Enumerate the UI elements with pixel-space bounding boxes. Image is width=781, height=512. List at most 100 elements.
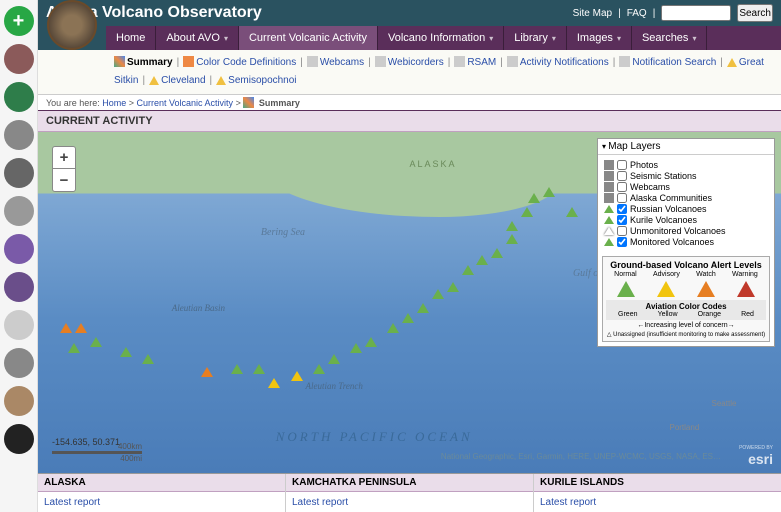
avo-logo[interactable] bbox=[47, 0, 97, 50]
alert-normal-icon bbox=[617, 281, 635, 297]
tab-avatar[interactable] bbox=[4, 120, 34, 150]
alert-advisory-icon bbox=[657, 281, 675, 297]
crumb-activity[interactable]: Current Volcanic Activity bbox=[137, 98, 234, 108]
layer-checkbox[interactable] bbox=[617, 171, 627, 181]
tab-avatar[interactable] bbox=[4, 44, 34, 74]
subnav-cleveland[interactable]: Cleveland bbox=[161, 75, 205, 86]
volcano-marker[interactable] bbox=[432, 289, 444, 299]
city-portland: Portland bbox=[669, 423, 699, 432]
volcano-marker[interactable] bbox=[68, 343, 80, 353]
volcano-marker[interactable] bbox=[350, 343, 362, 353]
crumb-home[interactable]: Home bbox=[102, 98, 126, 108]
faq-link[interactable]: FAQ bbox=[627, 8, 647, 19]
tab-avatar[interactable] bbox=[4, 348, 34, 378]
layer-checkbox[interactable] bbox=[617, 226, 627, 236]
nav-home[interactable]: Home bbox=[106, 26, 156, 50]
tab-avatar[interactable] bbox=[4, 310, 34, 340]
search-input[interactable] bbox=[661, 5, 731, 21]
header-utility: Site Map | FAQ | Search bbox=[573, 4, 773, 22]
crumb-current: Summary bbox=[259, 98, 300, 108]
tab-avatar[interactable] bbox=[4, 82, 34, 112]
volcano-marker[interactable] bbox=[90, 337, 102, 347]
volcano-marker[interactable] bbox=[120, 347, 132, 357]
volcano-marker[interactable] bbox=[253, 364, 265, 374]
volcano-marker[interactable] bbox=[521, 207, 533, 217]
subnav-icon bbox=[454, 56, 465, 67]
volcano-marker[interactable] bbox=[313, 364, 325, 374]
tab-avatar[interactable] bbox=[4, 272, 34, 302]
activity-map[interactable]: ALASKA Bering Sea Gulf of Alaska Aleutia… bbox=[38, 132, 781, 473]
search-button[interactable]: Search bbox=[737, 4, 773, 22]
layer-icon bbox=[604, 171, 614, 181]
latest-report-link[interactable]: Latest report bbox=[44, 497, 100, 508]
volcano-marker[interactable] bbox=[506, 221, 518, 231]
subnav-semisopochnoi[interactable]: Semisopochnoi bbox=[228, 75, 296, 86]
subnav-rsam[interactable]: RSAM bbox=[467, 57, 496, 68]
subnav-webicorders[interactable]: Webicorders bbox=[388, 57, 444, 68]
volcano-marker[interactable] bbox=[387, 323, 399, 333]
volcano-marker[interactable] bbox=[75, 323, 87, 333]
volcano-marker[interactable] bbox=[528, 193, 540, 203]
subnav-webcams[interactable]: Webcams bbox=[320, 57, 364, 68]
layers-header[interactable]: Map Layers bbox=[598, 139, 774, 155]
subnav-notification-search[interactable]: Notification Search bbox=[632, 57, 716, 68]
layer-icon bbox=[604, 238, 614, 246]
browser-tab-rail: + bbox=[0, 0, 38, 512]
layer-row: Kurile Volcanoes bbox=[604, 215, 768, 225]
layer-label: Photos bbox=[630, 160, 658, 170]
ocean-label: NORTH PACIFIC OCEAN bbox=[276, 429, 473, 445]
zoom-out-button[interactable]: − bbox=[53, 169, 75, 191]
volcano-marker[interactable] bbox=[476, 255, 488, 265]
volcano-marker[interactable] bbox=[60, 323, 72, 333]
layer-checkbox[interactable] bbox=[617, 237, 627, 247]
latest-report-link[interactable]: Latest report bbox=[292, 497, 348, 508]
volcano-marker[interactable] bbox=[506, 234, 518, 244]
volcano-marker[interactable] bbox=[417, 303, 429, 313]
volcano-marker[interactable] bbox=[491, 248, 503, 258]
site-header: Alaska Volcano Observatory Site Map | FA… bbox=[38, 0, 781, 26]
nav-current-volcanic-activity[interactable]: Current Volcanic Activity bbox=[239, 26, 378, 50]
nav-library[interactable]: Library▾ bbox=[504, 26, 567, 50]
tab-avatar[interactable] bbox=[4, 424, 34, 454]
layer-checkbox[interactable] bbox=[617, 204, 627, 214]
nav-volcano-information[interactable]: Volcano Information▾ bbox=[378, 26, 504, 50]
subnav-activity-notifications[interactable]: Activity Notifications bbox=[520, 57, 609, 68]
volcano-marker[interactable] bbox=[231, 364, 243, 374]
layer-label: Monitored Volcanoes bbox=[630, 237, 714, 247]
volcano-marker[interactable] bbox=[543, 187, 555, 197]
layer-checkbox[interactable] bbox=[617, 193, 627, 203]
volcano-marker[interactable] bbox=[566, 207, 578, 217]
zoom-in-button[interactable]: + bbox=[53, 147, 75, 169]
volcano-marker[interactable] bbox=[365, 337, 377, 347]
volcano-marker[interactable] bbox=[268, 378, 280, 388]
add-tab-button[interactable]: + bbox=[4, 6, 34, 36]
volcano-marker[interactable] bbox=[142, 354, 154, 364]
page: Alaska Volcano Observatory Site Map | FA… bbox=[38, 0, 781, 512]
volcano-marker[interactable] bbox=[201, 367, 213, 377]
layer-checkbox[interactable] bbox=[617, 160, 627, 170]
alert-warning-icon bbox=[737, 281, 755, 297]
volcano-marker[interactable] bbox=[447, 282, 459, 292]
tab-avatar[interactable] bbox=[4, 234, 34, 264]
layer-checkbox[interactable] bbox=[617, 215, 627, 225]
tab-avatar[interactable] bbox=[4, 196, 34, 226]
subnav-color-code-definitions[interactable]: Color Code Definitions bbox=[196, 57, 296, 68]
nav-about-avo[interactable]: About AVO▾ bbox=[156, 26, 239, 50]
layer-row: Webcams bbox=[604, 182, 768, 192]
site-map-link[interactable]: Site Map bbox=[573, 8, 612, 19]
region-title: ALASKA bbox=[38, 474, 285, 492]
powered-by: POWERED BY bbox=[739, 445, 773, 451]
nav-images[interactable]: Images▾ bbox=[567, 26, 632, 50]
latest-report-link[interactable]: Latest report bbox=[540, 497, 596, 508]
tab-avatar[interactable] bbox=[4, 158, 34, 188]
volcano-marker[interactable] bbox=[291, 371, 303, 381]
nav-searches[interactable]: Searches▾ bbox=[632, 26, 708, 50]
volcano-marker[interactable] bbox=[462, 265, 474, 275]
volcano-marker[interactable] bbox=[328, 354, 340, 364]
tab-avatar[interactable] bbox=[4, 386, 34, 416]
volcano-marker[interactable] bbox=[402, 313, 414, 323]
layer-checkbox[interactable] bbox=[617, 182, 627, 192]
alert-watch-icon bbox=[697, 281, 715, 297]
map-attribution: National Geographic, Esri, Garmin, HERE,… bbox=[441, 452, 721, 461]
layer-label: Russian Volcanoes bbox=[630, 204, 707, 214]
